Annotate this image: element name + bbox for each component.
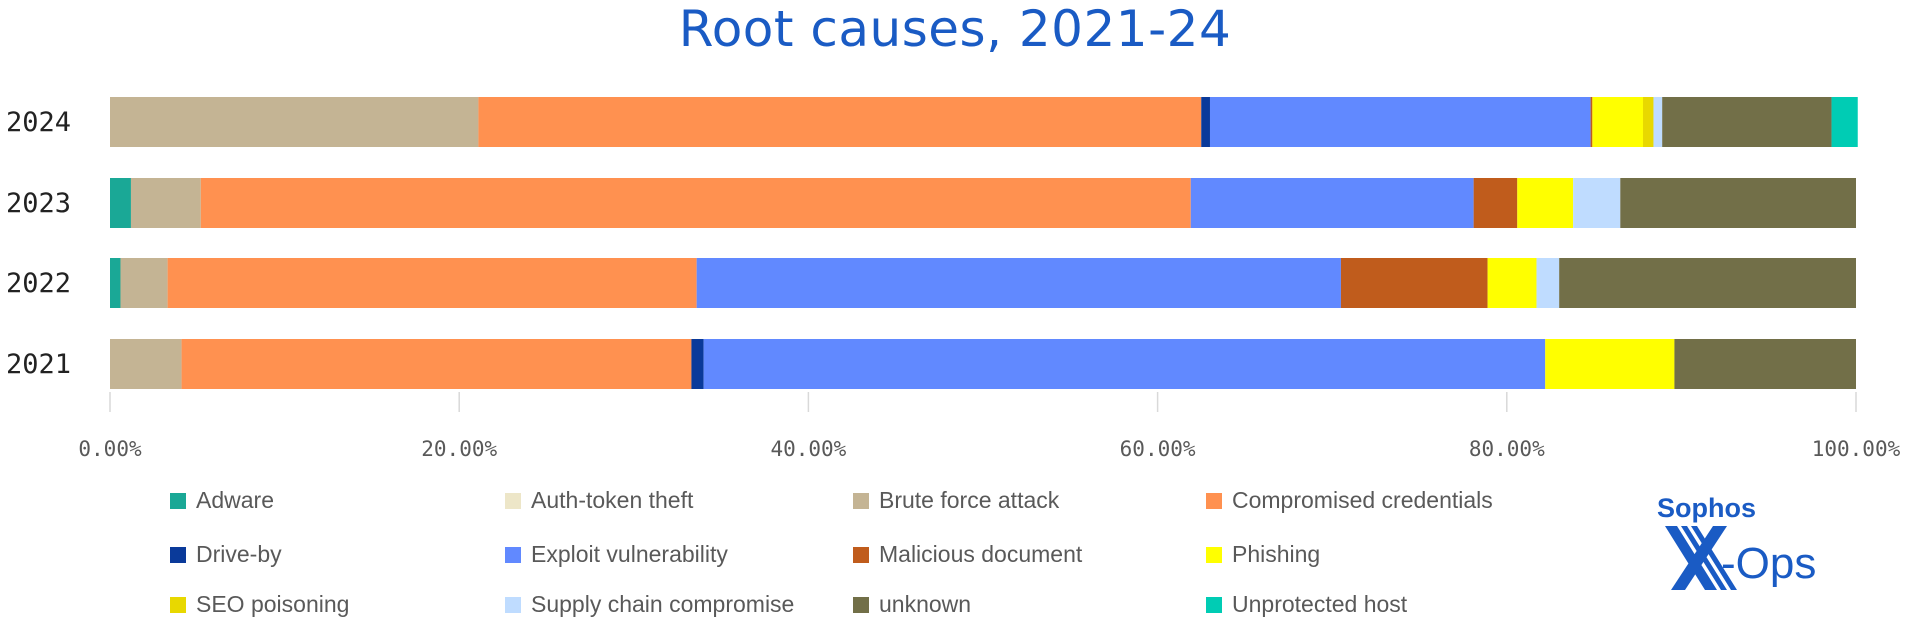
bar-segment-brute-force-attack-2023 (130, 178, 201, 228)
legend-swatch (170, 546, 186, 563)
legend-label: Drive-by (196, 541, 282, 567)
x-tick-label: 100.00% (1812, 437, 1901, 461)
legend-swatch (1206, 492, 1222, 509)
bar-segment-unprotected-host-2024 (1831, 97, 1858, 147)
bar-segment-malicious-document-2024 (1590, 97, 1593, 147)
legend-label: Supply chain compromise (531, 591, 795, 617)
category-label: 2024 (6, 107, 71, 138)
category-label: 2023 (6, 188, 71, 219)
legend-label: Exploit vulnerability (531, 541, 728, 567)
bar-segment-supply-chain-compromise-2024 (1653, 97, 1663, 147)
x-tick-label: 80.00% (1469, 437, 1545, 461)
x-tick-label: 60.00% (1120, 437, 1196, 461)
legend-label: Adware (196, 487, 274, 513)
legend-label: Brute force attack (879, 487, 1060, 513)
legend-item: Auth-token theft (505, 487, 693, 514)
bar-segment-phishing-2023 (1517, 178, 1574, 228)
bar-segment-brute-force-attack-2022 (120, 258, 168, 308)
bar-segment-compromised-credentials-2023 (200, 178, 1191, 228)
svg-text:Sophos: Sophos (1657, 493, 1756, 523)
legend-swatch (1206, 546, 1222, 563)
legend-label: Phishing (1232, 541, 1321, 567)
bar-segment-exploit-vulnerability-2022 (696, 258, 1341, 308)
category-label: 2022 (6, 268, 71, 299)
legend-item: Exploit vulnerability (505, 541, 728, 568)
legend-swatch (853, 596, 869, 613)
bar-segment-phishing-2021 (1545, 339, 1675, 389)
legend-item: Unprotected host (1206, 591, 1407, 618)
x-tick-label: 0.00% (78, 437, 142, 461)
legend-item: Compromised credentials (1206, 487, 1493, 514)
bar-segment-seo-poisoning-2024 (1642, 97, 1654, 147)
bar-segment-compromised-credentials-2024 (478, 97, 1202, 147)
bar-segment-brute-force-attack-2021 (110, 339, 182, 389)
chart-title: Root causes, 2021-24 (678, 0, 1232, 58)
bar-segment-supply-chain-compromise-2023 (1573, 178, 1621, 228)
bar-segment-supply-chain-compromise-2022 (1536, 258, 1560, 308)
bar-segment-malicious-document-2023 (1473, 178, 1518, 228)
svg-text:-Ops: -Ops (1721, 539, 1816, 588)
logo-graphic: Sophos -Ops (1657, 493, 1816, 590)
bar-segment-phishing-2024 (1592, 97, 1643, 147)
x-tick-label: 40.00% (770, 437, 846, 461)
sophos-xops-logo: Sophos -Ops (1655, 490, 1825, 600)
bar-segment-compromised-credentials-2021 (181, 339, 692, 389)
legend-swatch (853, 546, 869, 563)
bar-segment-drive-by-2021 (691, 339, 704, 389)
legend-swatch (1206, 596, 1222, 613)
legend-label: Compromised credentials (1232, 487, 1493, 513)
legend-swatch (505, 492, 521, 509)
legend-label: unknown (879, 591, 972, 617)
bar-segment-unknown-2023 (1620, 178, 1856, 228)
bar-segment-unknown-2024 (1662, 97, 1832, 147)
legend-item: Brute force attack (853, 487, 1059, 514)
legend-label: SEO poisoning (196, 591, 350, 617)
bar-segment-phishing-2022 (1487, 258, 1537, 308)
legend-swatch (505, 596, 521, 613)
legend-item: Adware (170, 487, 274, 514)
legend-swatch (170, 492, 186, 509)
category-label: 2021 (6, 349, 71, 380)
legend-label: Malicious document (879, 541, 1083, 567)
bar-segment-unknown-2022 (1559, 258, 1856, 308)
legend-swatch (853, 492, 869, 509)
bar-segment-unknown-2021 (1674, 339, 1856, 389)
bar-segment-exploit-vulnerability-2024 (1209, 97, 1591, 147)
legend-item: Supply chain compromise (505, 591, 794, 618)
legend-label: Unprotected host (1232, 591, 1408, 617)
bar-segment-exploit-vulnerability-2021 (703, 339, 1546, 389)
bar-segment-malicious-document-2022 (1340, 258, 1488, 308)
bar-segment-compromised-credentials-2022 (167, 258, 697, 308)
legend-swatch (170, 596, 186, 613)
legend-item: Phishing (1206, 541, 1320, 568)
bar-segment-exploit-vulnerability-2023 (1190, 178, 1474, 228)
bar-segment-drive-by-2024 (1201, 97, 1210, 147)
legend-item: SEO poisoning (170, 591, 349, 618)
bar-segment-brute-force-attack-2024 (110, 97, 479, 147)
bar-segment-adware-2022 (110, 258, 121, 308)
legend-label: Auth-token theft (531, 487, 694, 513)
legend-item: Drive-by (170, 541, 282, 568)
legend-swatch (505, 546, 521, 563)
bar-segment-adware-2023 (110, 178, 131, 228)
x-tick-label: 20.00% (421, 437, 497, 461)
legend-item: unknown (853, 591, 971, 618)
legend-item: Malicious document (853, 541, 1082, 568)
